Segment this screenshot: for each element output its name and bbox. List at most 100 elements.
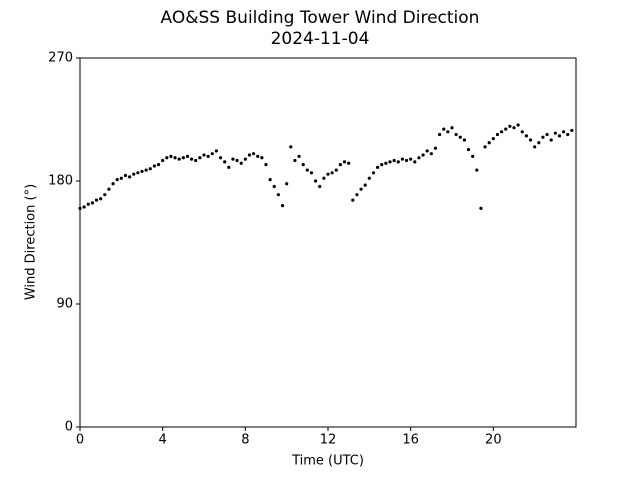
data-point: [421, 153, 425, 157]
data-point: [119, 176, 123, 180]
data-point: [363, 183, 367, 187]
data-point: [541, 135, 545, 139]
data-point: [338, 163, 342, 167]
data-point: [305, 168, 309, 172]
data-point: [376, 165, 380, 169]
data-point: [297, 154, 301, 158]
data-point: [90, 201, 94, 205]
data-point: [500, 130, 504, 134]
data-point: [173, 156, 177, 160]
data-point: [165, 156, 169, 160]
data-point: [285, 182, 289, 186]
data-point: [537, 141, 541, 145]
data-point: [533, 145, 537, 149]
data-point: [429, 152, 433, 156]
data-point: [570, 128, 574, 133]
data-point: [223, 160, 227, 164]
data-point: [479, 206, 483, 210]
data-point: [508, 124, 512, 128]
data-point: [454, 132, 458, 137]
data-point: [545, 132, 549, 137]
data-point: [214, 149, 218, 153]
data-point: [396, 160, 400, 164]
data-point: [384, 161, 388, 165]
data-point: [272, 184, 276, 189]
data-point: [495, 132, 500, 137]
data-point: [528, 138, 533, 142]
data-point: [438, 132, 442, 137]
data-point: [417, 156, 421, 160]
data-point: [409, 157, 413, 161]
data-point: [276, 193, 280, 197]
data-point: [314, 179, 318, 183]
data-point: [334, 168, 338, 172]
data-point: [107, 187, 111, 191]
data-point: [359, 187, 363, 191]
chart-title: AO&SS Building Tower Wind Direction: [161, 8, 480, 28]
data-point: [194, 158, 198, 163]
data-point: [442, 127, 446, 131]
x-tick-label: 0: [76, 433, 84, 448]
data-point: [82, 205, 86, 209]
data-point: [144, 168, 148, 172]
data-point: [115, 178, 119, 182]
data-point: [524, 134, 529, 138]
y-axis-label: Wind Direction (°): [24, 184, 39, 300]
data-point: [487, 141, 491, 145]
y-tick-label: 270: [48, 51, 73, 66]
data-point: [557, 134, 562, 138]
data-point: [198, 156, 202, 160]
data-point: [227, 165, 231, 169]
data-point: [260, 156, 264, 160]
data-point: [247, 153, 252, 157]
data-point: [156, 163, 161, 167]
data-point: [289, 145, 293, 149]
data-point: [322, 176, 326, 180]
data-point: [169, 154, 173, 158]
data-point: [318, 184, 322, 189]
data-point: [566, 132, 570, 137]
data-point: [190, 157, 194, 161]
data-point: [446, 130, 450, 134]
data-point: [161, 158, 165, 163]
data-point: [103, 193, 107, 197]
data-point: [512, 126, 516, 130]
data-point: [516, 123, 520, 127]
data-point: [111, 182, 115, 186]
data-point: [309, 171, 314, 175]
data-point: [252, 152, 256, 156]
data-point: [78, 206, 82, 210]
data-point: [243, 157, 247, 161]
data-point: [210, 152, 214, 156]
data-point: [239, 161, 243, 165]
data-point: [301, 163, 305, 167]
data-point: [392, 158, 396, 163]
chart-subtitle: 2024-11-04: [271, 29, 370, 49]
data-point: [433, 146, 438, 150]
data-point: [94, 198, 99, 202]
data-point: [330, 171, 334, 175]
data-point: [206, 154, 210, 158]
data-point: [235, 158, 239, 163]
data-point: [471, 154, 475, 158]
data-point: [152, 164, 156, 168]
data-point: [280, 204, 285, 208]
x-axis-label: Time (UTC): [291, 454, 364, 469]
data-point: [450, 126, 454, 130]
data-point: [553, 131, 557, 135]
data-point: [549, 138, 553, 142]
data-point: [326, 172, 330, 176]
x-tick-label: 16: [402, 433, 419, 448]
data-point: [202, 153, 206, 157]
data-point: [400, 157, 404, 161]
data-point: [256, 154, 260, 158]
data-point: [347, 161, 351, 165]
data-point: [181, 156, 185, 160]
data-point: [99, 197, 103, 201]
data-point: [520, 130, 524, 134]
data-point: [185, 154, 190, 158]
data-point: [367, 176, 371, 180]
data-point: [177, 157, 181, 161]
data-point: [404, 158, 409, 163]
